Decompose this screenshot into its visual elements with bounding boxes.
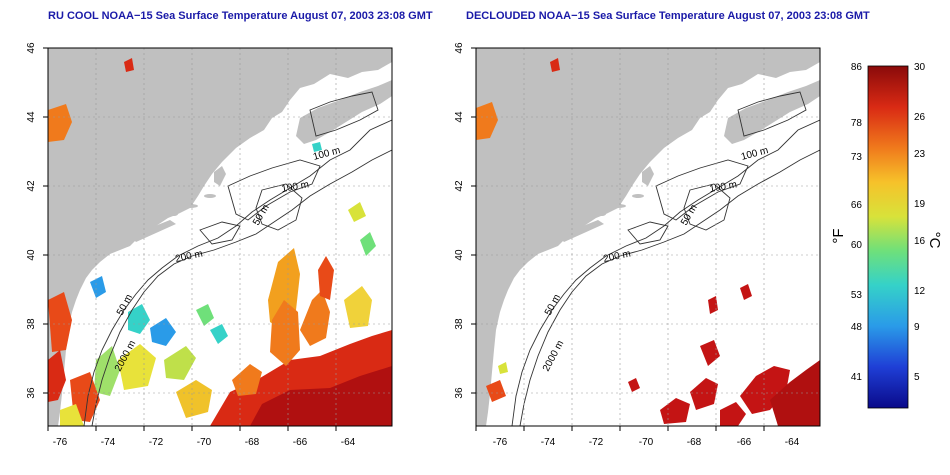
right-lat-ticks xyxy=(471,47,476,394)
left-lon-tick-label: -68 xyxy=(245,437,260,448)
left-lat-tick-label: 36 xyxy=(26,387,37,399)
right-lon-tick-label: -64 xyxy=(785,437,800,448)
right-lat-tick-label: 40 xyxy=(454,249,465,261)
left-lon-tick-label: -70 xyxy=(197,437,212,448)
left-lat-tick-label: 44 xyxy=(26,111,37,123)
left-panel-title: RU COOL NOAA−15 Sea Surface Temperature … xyxy=(48,10,433,22)
left-map-panel: 100 m 100 m 50 m 200 m 50 m 2000 m xyxy=(26,42,393,448)
celsius-unit-label: °C xyxy=(926,232,943,249)
left-lon-tick-label: -76 xyxy=(53,437,68,448)
celsius-tick: 5 xyxy=(914,372,920,383)
right-lat-tick-label: 36 xyxy=(454,387,465,399)
right-map-panel: 100 m 100 m 50 m 200 m 50 m 2000 m xyxy=(454,42,821,448)
right-lon-tick-label: -76 xyxy=(493,437,508,448)
left-bathymetry-contours xyxy=(83,91,392,426)
left-cape-cod xyxy=(214,166,226,186)
left-lat-tick-label: 46 xyxy=(26,42,37,54)
left-land-mass xyxy=(48,48,392,426)
right-panel-title: DECLOUDED NOAA−15 Sea Surface Temperatur… xyxy=(466,10,870,22)
left-lon-tick-label: -74 xyxy=(101,437,116,448)
fahrenheit-tick: 53 xyxy=(851,290,863,301)
right-land-mass xyxy=(476,48,820,426)
right-grid-lines xyxy=(476,48,820,426)
celsius-tick: 9 xyxy=(914,322,920,333)
celsius-tick: 30 xyxy=(914,62,926,73)
left-nova-scotia xyxy=(296,80,392,144)
left-lat-tick-label: 40 xyxy=(26,249,37,261)
fahrenheit-tick: 78 xyxy=(851,118,863,129)
celsius-tick: 26 xyxy=(914,112,926,123)
right-lat-tick-label: 38 xyxy=(454,318,465,330)
celsius-tick: 16 xyxy=(914,236,926,247)
right-lat-tick-label: 42 xyxy=(454,180,465,192)
right-lon-tick-label: -68 xyxy=(687,437,702,448)
left-lon-ticks xyxy=(47,426,337,431)
fahrenheit-tick: 86 xyxy=(851,62,863,73)
left-lon-tick-label: -66 xyxy=(293,437,308,448)
fahrenheit-tick: 41 xyxy=(851,372,863,383)
right-lat-tick-label: 46 xyxy=(454,42,465,54)
left-grid-lines xyxy=(48,48,392,426)
left-lat-tick-label: 38 xyxy=(26,318,37,330)
right-lon-ticks xyxy=(475,426,765,431)
temperature-colorbar: 86 78 73 66 60 53 48 41 30 26 23 19 16 1… xyxy=(830,62,943,409)
right-map-frame xyxy=(475,47,821,427)
right-bathymetry-contours xyxy=(511,91,820,426)
left-lon-tick-label: -72 xyxy=(149,437,164,448)
celsius-tick: 12 xyxy=(914,286,926,297)
fahrenheit-unit-label: °F xyxy=(830,228,847,243)
right-lon-tick-label: -74 xyxy=(541,437,556,448)
left-lon-tick-label: -64 xyxy=(341,437,356,448)
celsius-tick: 19 xyxy=(914,199,926,210)
left-lat-tick-label: 42 xyxy=(26,180,37,192)
left-map-frame xyxy=(47,47,393,427)
fahrenheit-tick: 73 xyxy=(851,152,863,163)
right-lon-tick-label: -72 xyxy=(589,437,604,448)
fahrenheit-tick: 66 xyxy=(851,200,863,211)
right-sst-patches xyxy=(476,58,820,426)
left-lat-ticks xyxy=(43,47,48,394)
fahrenheit-tick: 48 xyxy=(851,322,863,333)
colorbar-gradient xyxy=(867,65,909,409)
right-lon-tick-label: -66 xyxy=(737,437,752,448)
right-nova-scotia xyxy=(724,80,820,144)
fahrenheit-tick: 60 xyxy=(851,240,863,251)
right-lon-tick-label: -70 xyxy=(639,437,654,448)
right-lat-tick-label: 44 xyxy=(454,111,465,123)
left-sst-patches xyxy=(48,58,392,426)
celsius-tick: 23 xyxy=(914,149,926,160)
